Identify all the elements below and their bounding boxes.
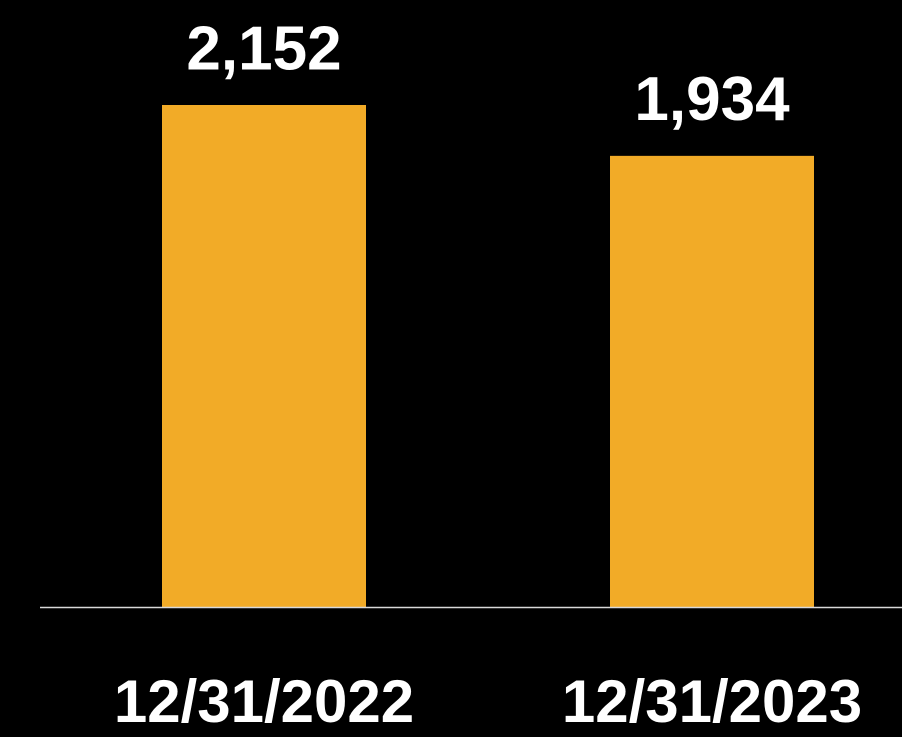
bar: [162, 105, 366, 607]
x-tick-label: 12/31/2023: [562, 668, 862, 735]
data-label: 1,934: [634, 65, 790, 134]
x-tick-label: 12/31/2022: [114, 668, 414, 735]
bar: [610, 155, 814, 608]
data-label: 2,152: [186, 14, 341, 83]
